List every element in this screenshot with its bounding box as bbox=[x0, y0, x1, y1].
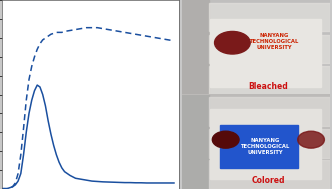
Bar bbox=[208, 35, 330, 64]
Circle shape bbox=[298, 131, 324, 148]
Text: NANYANG
TECHNOLOGICAL
UNIVERSITY: NANYANG TECHNOLOGICAL UNIVERSITY bbox=[249, 33, 298, 50]
Bar bbox=[208, 160, 330, 189]
Bar bbox=[208, 3, 330, 31]
Text: NANYANG
TECHNOLOGICAL
UNIVERSITY: NANYANG TECHNOLOGICAL UNIVERSITY bbox=[240, 138, 290, 155]
Bar bbox=[210, 19, 321, 87]
Bar bbox=[208, 129, 330, 158]
Bar bbox=[182, 94, 208, 189]
Text: Bleached: Bleached bbox=[248, 82, 288, 91]
Circle shape bbox=[212, 131, 239, 148]
Bar bbox=[208, 66, 330, 94]
Bar bbox=[210, 109, 321, 179]
Bar bbox=[182, 0, 208, 94]
Bar bbox=[220, 125, 298, 168]
Text: Colored: Colored bbox=[251, 176, 285, 185]
Bar bbox=[208, 97, 330, 125]
Circle shape bbox=[214, 31, 250, 54]
